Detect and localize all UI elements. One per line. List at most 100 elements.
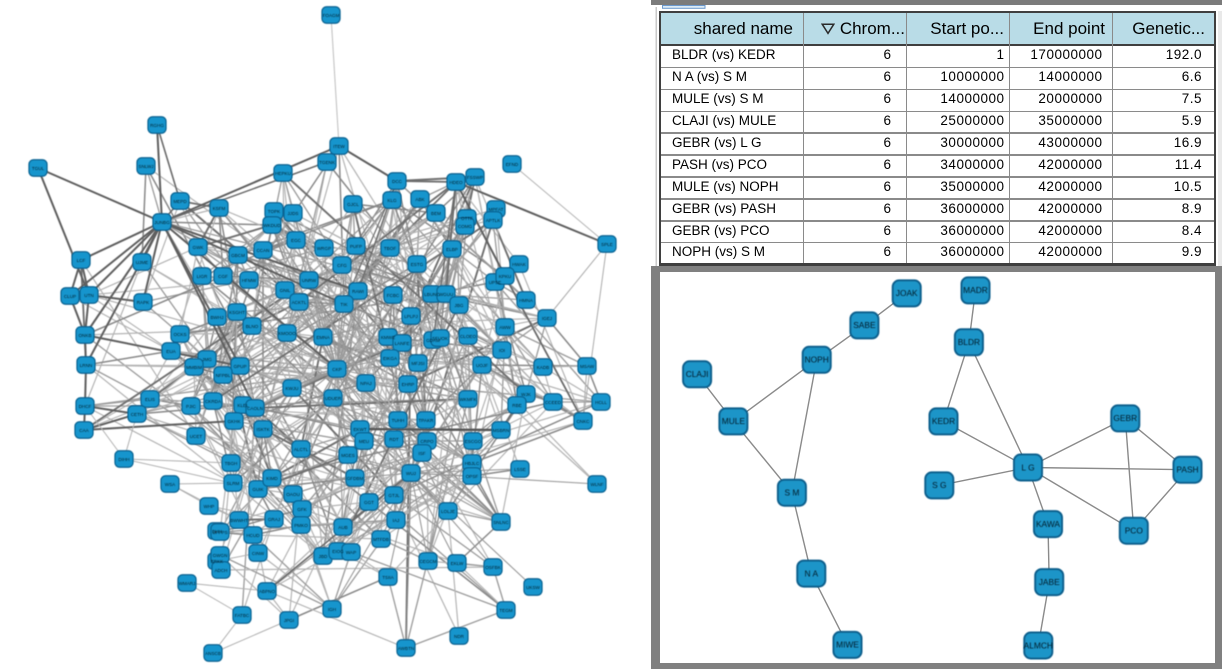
svg-text:WAP: WAP [346,550,356,555]
svg-text:HWAK: HWAK [512,262,527,267]
svg-text:N A: N A [805,568,819,578]
svg-text:WMARJ: WMARJ [179,581,196,586]
svg-text:ERKK: ERKK [211,559,224,564]
svg-text:IAJ: IAJ [393,518,400,523]
svg-text:GDAM: GDAM [426,338,440,343]
svg-text:GKHK: GKHK [227,419,241,424]
svg-text:TBGH: TBGH [225,461,238,466]
svg-text:COMG: COMG [458,224,473,229]
svg-text:WRGP: WRGP [317,246,331,251]
svg-text:TGUL: TGUL [32,166,45,171]
svg-text:L G: L G [1021,462,1034,472]
svg-text:FSSWP: FSSWP [467,175,483,180]
svg-text:GFK: GFK [297,507,307,512]
svg-text:TEGM: TEGM [499,608,512,613]
svg-text:IGH: IGH [328,607,336,612]
svg-text:CKP: CKP [332,367,341,372]
svg-text:LSSE: LSSE [514,467,526,472]
svg-text:CGF: CGF [218,274,228,279]
svg-text:ISF: ISF [418,451,425,456]
svg-text:HMNA: HMNA [519,298,533,303]
svg-text:BEM: BEM [431,211,441,216]
svg-text:WLNF: WLNF [590,482,603,487]
svg-text:UOJF: UOJF [476,363,488,368]
svg-text:EKLW: EKLW [451,561,464,566]
svg-text:PUFP: PUFP [350,244,362,249]
svg-text:GGT: GGT [364,500,374,505]
svg-text:GEBR: GEBR [1113,413,1137,423]
svg-text:AWBTN: AWBTN [398,646,414,651]
svg-text:CETH: CETH [131,412,144,417]
svg-text:MTFDB: MTFDB [373,537,389,542]
svg-text:WGUU: WGUU [439,292,454,297]
svg-text:EIKGA: EIKGA [383,356,398,361]
svg-text:CLOEO: CLOEO [460,334,477,339]
svg-text:WJK: WJK [521,392,532,397]
svg-text:EMNA: EMNA [316,335,330,340]
svg-text:WSA: WSA [165,482,176,487]
svg-text:GPUP: GPUP [233,364,246,369]
svg-text:UKSW: UKSW [526,585,540,590]
svg-text:RAWI: RAWI [352,289,364,294]
svg-text:S G: S G [932,480,946,490]
svg-text:NFPBL: NFPBL [216,373,231,378]
svg-text:BLNO: BLNO [246,324,259,329]
svg-text:SNLNC: SNLNC [493,520,509,525]
svg-text:ANSCB: ANSCB [205,651,221,656]
svg-text:EGC: EGC [291,238,302,243]
svg-text:HEPKU: HEPKU [275,171,291,176]
svg-text:UNRW: UNRW [302,278,317,283]
svg-text:TUHH: TUHH [392,418,405,423]
svg-text:ADCH: ADCH [214,568,227,573]
svg-text:WKDUD: WKDUD [263,223,281,228]
svg-text:AWW: AWW [499,325,511,330]
svg-text:LPLPJ: LPLPJ [404,314,418,319]
svg-text:FATBC: FATBC [235,613,250,618]
svg-text:OSFBK: OSFBK [485,565,502,570]
svg-text:ACKTL: ACKTL [292,300,307,305]
svg-text:KAWA: KAWA [1036,519,1060,529]
svg-text:KMWE: KMWE [381,335,395,340]
svg-text:NPAJ: NPAJ [360,381,371,386]
svg-text:TBOF: TBOF [384,246,396,251]
svg-text:FCBC: FCBC [387,293,400,298]
svg-text:ABK: ABK [415,197,425,202]
svg-text:LIGR: LIGR [197,274,208,279]
svg-text:HFMW: HFMW [242,278,257,283]
svg-text:EIOG: EIOG [332,549,344,554]
svg-text:FOAGM: FOAGM [323,13,340,18]
svg-text:OCKS: OCKS [173,332,186,337]
svg-text:WKMFK: WKMFK [459,397,477,402]
svg-text:CLUP: CLUP [64,294,76,299]
svg-text:MSBRN: MSBRN [493,428,510,433]
svg-text:ELIS: ELIS [145,397,155,402]
svg-text:CKRDA: CKRDA [205,399,222,404]
svg-text:HDEO: HDEO [449,180,463,185]
svg-text:PJIC: PJIC [186,404,197,409]
svg-text:JABE: JABE [1039,577,1060,587]
svg-text:EHRP: EHRP [402,382,415,387]
svg-text:MULE: MULE [722,416,746,426]
svg-text:OAOU: OAOU [286,492,300,497]
svg-text:ELBP: ELBP [446,247,458,252]
svg-text:MSAW: MSAW [580,364,595,369]
svg-text:MGES: MGES [341,453,355,458]
svg-text:GNIL: GNIL [280,288,291,293]
svg-text:CCAN: CCAN [256,248,269,253]
svg-text:TPAKR: TPAKR [419,418,435,423]
svg-text:JUNBG: JUNBG [154,220,170,225]
svg-text:SFUOK: SFUOK [432,336,449,341]
svg-text:OPSF: OPSF [466,474,479,479]
svg-text:MEU: MEU [359,439,369,444]
svg-text:KLEL: KLEL [237,403,249,408]
svg-text:JBD: JBD [319,554,328,559]
svg-text:DHCF: DHCF [79,404,92,409]
svg-text:ONKB: ONKB [78,333,91,338]
svg-text:LCF: LCF [77,258,86,263]
svg-text:TOPK: TOPK [268,209,281,214]
svg-text:UJME: UJME [136,260,149,265]
svg-text:GFDBM: GFDBM [347,476,364,481]
svg-text:SABE: SABE [853,320,876,330]
svg-text:SLRM: SLRM [227,481,240,486]
svg-text:CINW: CINW [252,551,265,556]
